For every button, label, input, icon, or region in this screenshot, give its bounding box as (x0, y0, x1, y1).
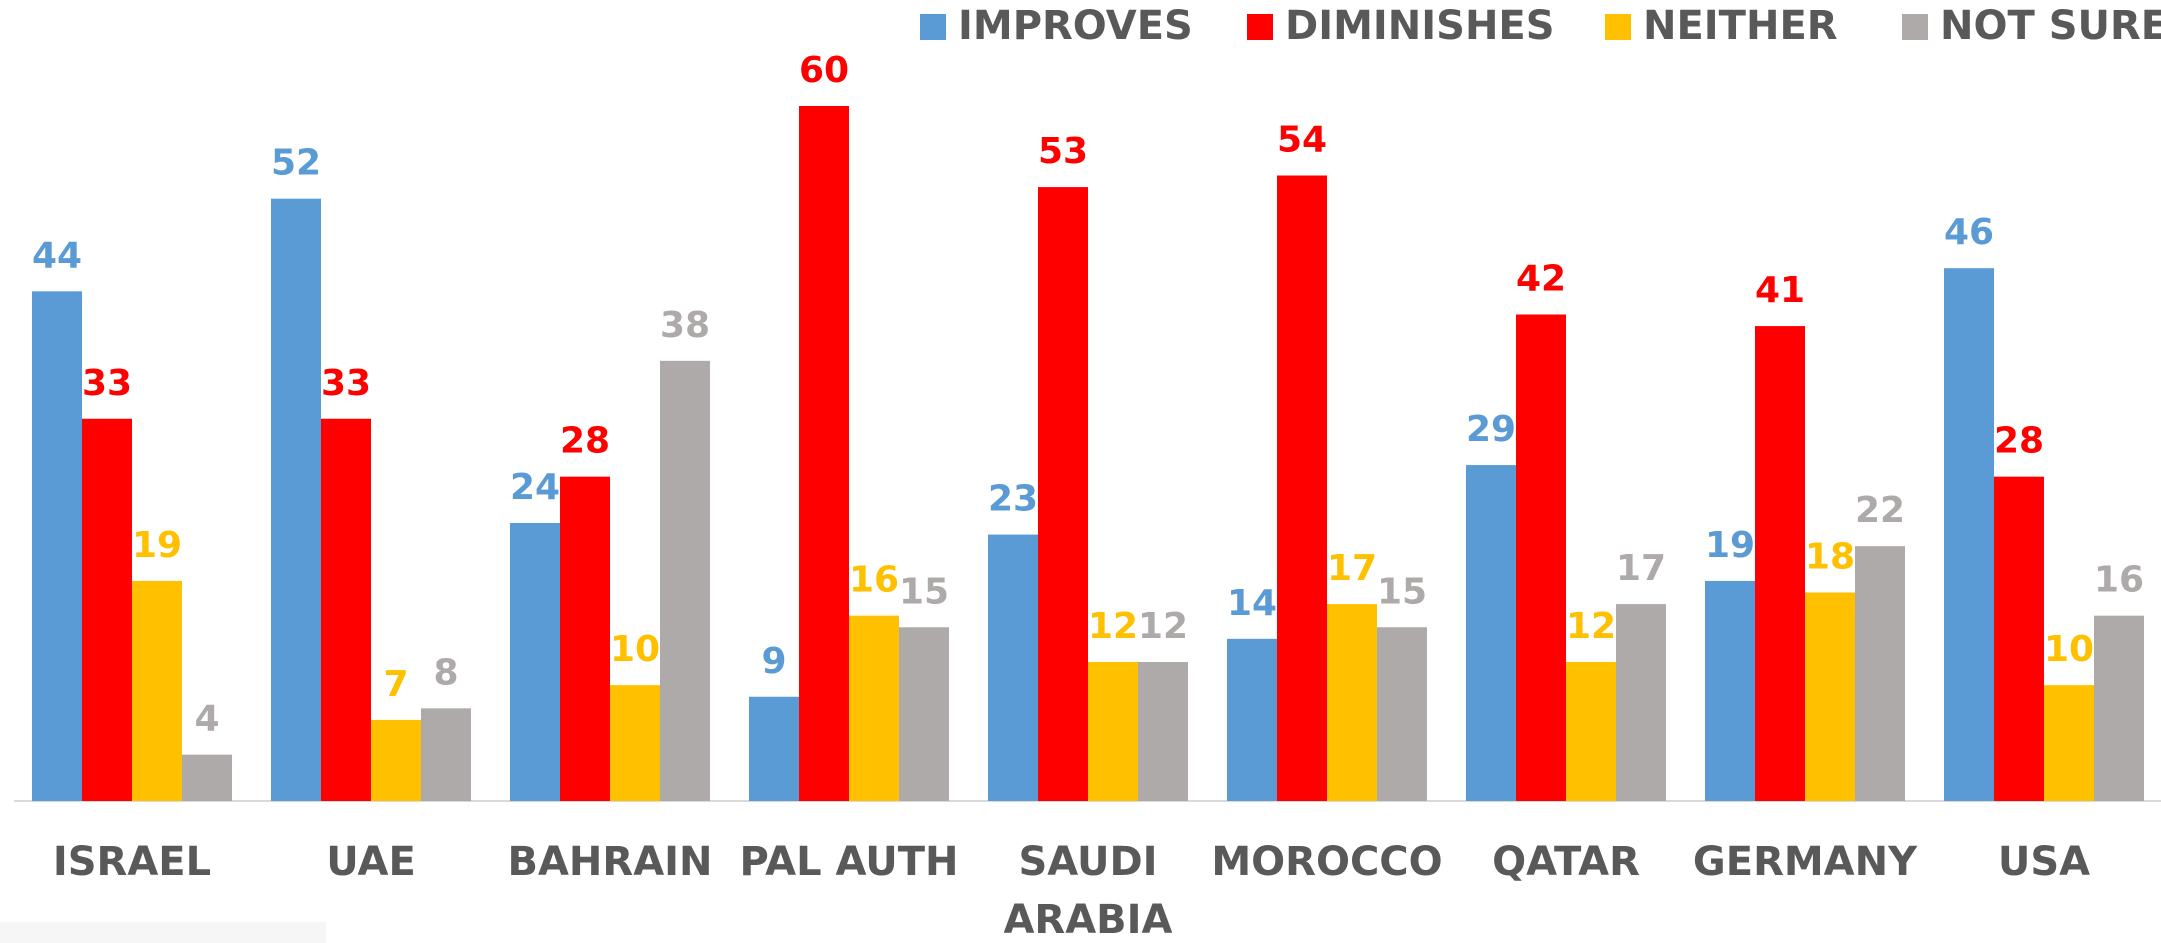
value-label: 8 (433, 652, 458, 693)
bar (132, 580, 182, 801)
bar (1327, 604, 1377, 801)
bar (1855, 546, 1905, 801)
value-label: 24 (510, 467, 560, 508)
value-label: 12 (1566, 606, 1616, 647)
bar (1088, 662, 1138, 801)
legend-label: NOT SURE (1940, 3, 2161, 49)
value-label: 44 (32, 235, 82, 276)
value-label: 28 (1994, 421, 2044, 462)
bar (799, 106, 849, 801)
bar (510, 523, 560, 801)
x-tick-label: QATAR (1492, 839, 1640, 885)
legend-swatch (920, 14, 946, 40)
value-label: 17 (1327, 548, 1377, 589)
bar (749, 696, 799, 801)
value-label: 18 (1805, 537, 1855, 578)
bar (271, 198, 321, 801)
x-tick-label: ISRAEL (53, 839, 211, 885)
bar (610, 685, 660, 801)
value-label: 12 (1088, 606, 1138, 647)
value-label: 9 (761, 641, 786, 682)
legend-swatch (1902, 14, 1928, 40)
legend-label: NEITHER (1643, 3, 1838, 49)
value-label: 12 (1138, 606, 1188, 647)
bar (371, 719, 421, 801)
legend-swatch (1605, 14, 1631, 40)
value-label: 15 (1377, 571, 1427, 612)
bar (1138, 662, 1188, 801)
x-tick-label: PAL AUTH (740, 839, 959, 885)
value-label: 16 (2094, 560, 2144, 601)
bar (1038, 187, 1088, 802)
value-label: 42 (1516, 259, 1566, 300)
value-label: 60 (799, 50, 849, 91)
x-tick-label: USA (1998, 839, 2090, 885)
value-label: 19 (132, 525, 182, 566)
bar (82, 418, 132, 801)
value-label: 46 (1944, 212, 1994, 253)
value-label: 53 (1038, 131, 1088, 172)
value-label: 54 (1277, 120, 1327, 161)
bar (660, 360, 710, 801)
value-label: 23 (988, 479, 1038, 520)
value-label: 17 (1616, 548, 1666, 589)
bar (1616, 604, 1666, 801)
bar (1277, 175, 1327, 801)
bar (421, 708, 471, 801)
value-label: 22 (1855, 490, 1905, 531)
x-tick-label: BAHRAIN (507, 839, 712, 885)
legend-label: IMPROVES (958, 3, 1193, 49)
value-label: 14 (1227, 583, 1277, 624)
bar (32, 291, 82, 801)
value-label: 10 (610, 629, 660, 670)
legend-swatch (1247, 14, 1273, 40)
value-label: 38 (660, 305, 710, 346)
x-tick-label: GERMANY (1693, 839, 1918, 885)
value-label: 15 (899, 571, 949, 612)
bar (2094, 615, 2144, 801)
bar (1705, 580, 1755, 801)
bar (1227, 638, 1277, 801)
value-label: 33 (321, 363, 371, 404)
bar (1377, 627, 1427, 801)
bar (1755, 326, 1805, 801)
x-tick-label: UAE (326, 839, 416, 885)
bar (321, 418, 371, 801)
legend-label: DIMINISHES (1285, 3, 1555, 49)
bar (1466, 465, 1516, 801)
bar (1994, 476, 2044, 801)
bar (1566, 662, 1616, 801)
value-label: 4 (194, 699, 219, 740)
bar (1516, 314, 1566, 801)
value-label: 28 (560, 421, 610, 462)
value-label: 7 (383, 664, 408, 705)
x-tick-label: MOROCCO (1211, 839, 1442, 885)
bar (1805, 592, 1855, 801)
corner-panel (0, 922, 326, 943)
bar (849, 615, 899, 801)
value-label: 41 (1755, 270, 1805, 311)
bar (560, 476, 610, 801)
bar (182, 754, 232, 801)
value-label: 29 (1466, 409, 1516, 450)
bar (1944, 268, 1994, 802)
value-label: 19 (1705, 525, 1755, 566)
value-label: 10 (2044, 629, 2094, 670)
x-tick-label: SAUDI ARABIA (1003, 839, 1172, 943)
value-label: 52 (271, 143, 321, 184)
bar (988, 534, 1038, 801)
bar (899, 627, 949, 801)
value-label: 33 (82, 363, 132, 404)
bar (2044, 685, 2094, 801)
value-label: 16 (849, 560, 899, 601)
